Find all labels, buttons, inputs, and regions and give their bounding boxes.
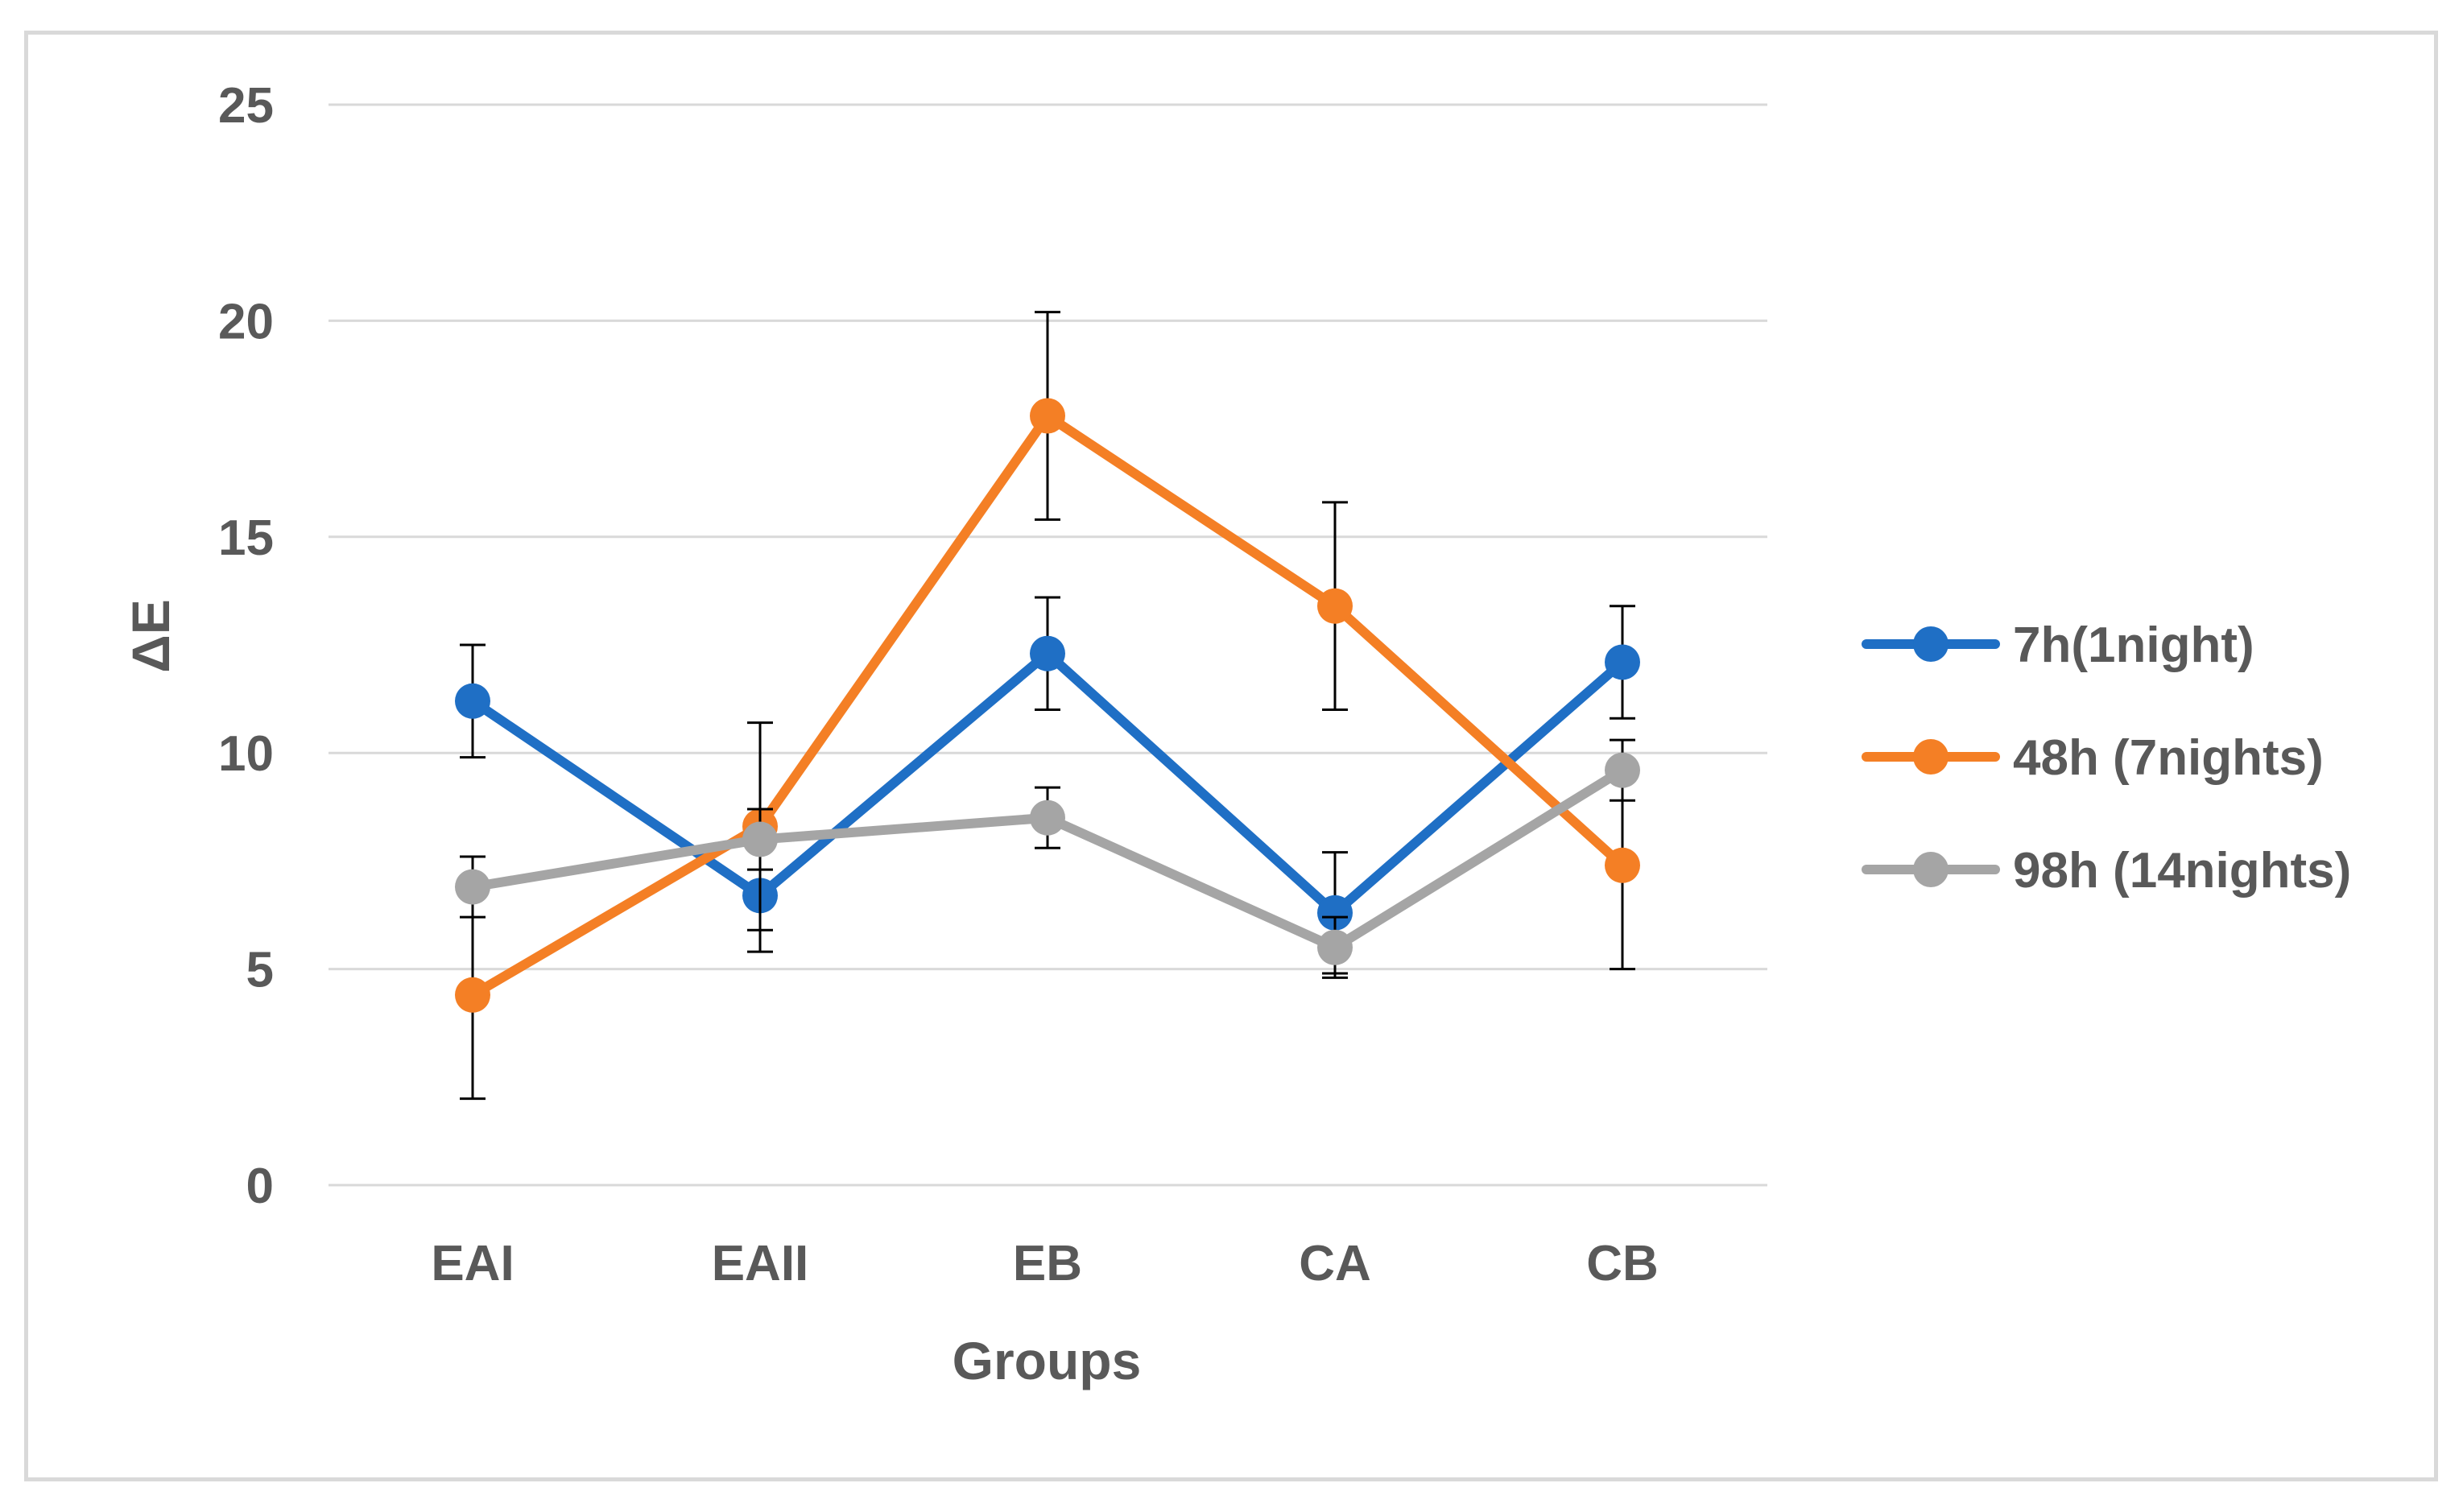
y-tick-label: 0 [246, 1159, 274, 1214]
y-tick-label: 10 [218, 726, 274, 782]
y-tick-label: 25 [218, 78, 274, 134]
data-point [1030, 799, 1065, 836]
data-point [1030, 635, 1065, 671]
legend-label: 48h (7nights) [2013, 730, 2324, 786]
y-tick-label: 20 [218, 294, 274, 349]
x-tick-label: EAII [712, 1236, 809, 1291]
series-1 [455, 596, 1640, 975]
data-point [742, 821, 778, 857]
legend-swatch-marker [1913, 626, 1948, 662]
x-tick-label: EAI [431, 1236, 514, 1291]
x-tick-label: EB [1013, 1236, 1082, 1291]
data-point [1317, 929, 1353, 965]
data-point [1605, 752, 1640, 788]
legend-label: 7h(1night) [2013, 618, 2254, 673]
data-point [1605, 847, 1640, 883]
x-axis-ticks: EAI EAII EB CA CB [431, 1236, 1658, 1291]
legend: 7h(1night) 48h (7nights) 98h (14nights) [1862, 618, 2351, 899]
data-point [1605, 644, 1640, 680]
y-axis-title: ΔE [121, 599, 180, 672]
x-tick-label: CA [1299, 1236, 1371, 1291]
x-tick-label: CB [1586, 1236, 1659, 1291]
y-axis-ticks: 0 5 10 15 20 25 [218, 78, 274, 1214]
data-point [455, 977, 490, 1013]
series-2 [455, 311, 1640, 1101]
legend-item: 7h(1night) [1862, 618, 2254, 673]
data-point [455, 869, 490, 905]
legend-label: 98h (14nights) [2013, 843, 2351, 899]
data-point [1317, 588, 1353, 624]
legend-swatch-marker [1913, 852, 1948, 887]
data-point [1317, 894, 1353, 931]
series-3 [455, 738, 1640, 979]
x-axis-title: Groups [953, 1331, 1142, 1390]
chart-frame [24, 31, 2438, 1481]
y-tick-label: 15 [218, 510, 274, 566]
legend-item: 98h (14nights) [1862, 843, 2351, 899]
data-point [455, 683, 490, 719]
legend-item: 48h (7nights) [1862, 730, 2324, 786]
data-point [1030, 398, 1065, 434]
series-layer [455, 311, 1640, 1101]
y-tick-label: 5 [246, 943, 274, 998]
legend-swatch-marker [1913, 739, 1948, 775]
